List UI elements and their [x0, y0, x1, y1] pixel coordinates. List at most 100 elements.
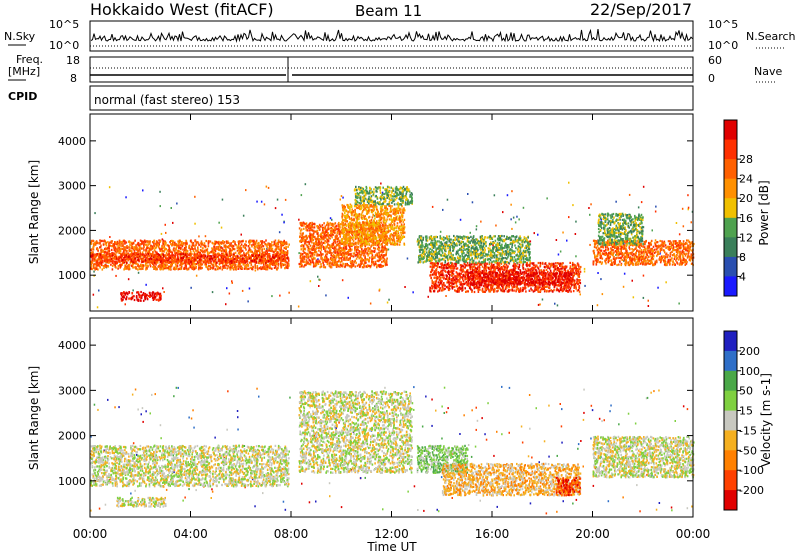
- data-cell: [316, 232, 319, 235]
- data-cell: [267, 260, 270, 263]
- data-cell: [309, 255, 312, 258]
- data-cell: [349, 260, 352, 263]
- data-cell: [389, 239, 391, 242]
- data-cell: [321, 259, 324, 262]
- data-cell: [218, 243, 221, 246]
- data-cell: [221, 241, 223, 244]
- data-cell: [381, 205, 384, 208]
- data-cell: [146, 265, 148, 268]
- data-cell: [103, 240, 105, 243]
- data-cell: [148, 261, 151, 264]
- data-cell: [111, 268, 114, 271]
- data-cell: [170, 250, 172, 253]
- data-cell: [554, 302, 556, 305]
- data-cell: [278, 245, 280, 248]
- data-cell: [381, 243, 383, 246]
- data-cell: [189, 248, 192, 251]
- data-cell: [329, 237, 331, 240]
- data-cell: [480, 220, 482, 223]
- data-cell: [385, 251, 388, 254]
- data-cell: [320, 240, 323, 244]
- data-cell: [237, 246, 240, 249]
- data-cell: [108, 243, 110, 246]
- data-cell: [186, 242, 188, 246]
- data-cell: [214, 257, 216, 260]
- data-cell: [329, 227, 331, 230]
- data-cell: [352, 255, 355, 258]
- data-cell: [364, 235, 367, 238]
- data-cell: [162, 287, 164, 290]
- data-cell: [95, 267, 98, 270]
- data-cell: [469, 231, 471, 234]
- data-cell: [282, 241, 284, 244]
- data-cell: [245, 248, 247, 251]
- data-cell: [137, 263, 139, 266]
- data-cell: [111, 251, 113, 255]
- data-cell: [135, 267, 138, 270]
- data-cell: [195, 249, 197, 252]
- data-cell: [134, 262, 137, 265]
- data-cell: [174, 248, 177, 251]
- data-cell: [150, 260, 152, 263]
- data-cell: [166, 263, 168, 266]
- data-cell: [365, 206, 368, 209]
- data-cell: [158, 294, 161, 298]
- data-cell: [114, 250, 117, 253]
- data-cell: [210, 255, 213, 258]
- data-cell: [103, 266, 105, 269]
- data-cell: [238, 242, 240, 245]
- data-cell: [309, 280, 312, 283]
- data-cell: [139, 247, 141, 250]
- data-cell: [600, 218, 602, 221]
- data-cell: [631, 279, 633, 282]
- data-cell: [286, 250, 289, 253]
- data-cell: [272, 260, 274, 264]
- data-cell: [190, 259, 193, 262]
- data-cell: [226, 267, 228, 270]
- data-cell: [386, 213, 388, 216]
- data-cell: [244, 265, 247, 268]
- data-cell: [358, 250, 360, 253]
- data-cell: [220, 242, 223, 245]
- data-cell: [215, 242, 218, 245]
- data-cell: [227, 240, 229, 243]
- data-cell: [153, 266, 155, 269]
- data-cell: [223, 250, 226, 253]
- data-cell: [385, 208, 387, 212]
- data-cell: [400, 208, 402, 211]
- data-cell: [160, 266, 163, 269]
- data-cell: [146, 257, 149, 260]
- data-cell: [311, 258, 314, 261]
- data-cell: [355, 261, 357, 264]
- data-cell: [115, 266, 117, 269]
- data-cell: [330, 254, 332, 257]
- data-cell: [136, 262, 138, 265]
- data-cell: [90, 242, 93, 245]
- data-cell: [379, 239, 381, 241]
- data-cell: [335, 224, 338, 227]
- data-cell: [305, 252, 307, 255]
- data-cell: [397, 206, 399, 209]
- data-cell: [239, 257, 241, 260]
- data-cell: [300, 194, 303, 197]
- data-cell: [245, 189, 247, 192]
- data-cell: [364, 250, 367, 253]
- data-cell: [446, 235, 448, 238]
- data-cell: [98, 255, 100, 258]
- data-cell: [100, 240, 103, 243]
- data-cell: [389, 241, 392, 244]
- data-cell: [256, 268, 259, 271]
- data-cell: [190, 239, 192, 242]
- data-cell: [94, 256, 97, 259]
- data-cell: [314, 242, 316, 245]
- data-cell: [319, 251, 322, 254]
- data-cell: [145, 268, 147, 271]
- data-cell: [132, 242, 135, 245]
- data-cell: [276, 242, 278, 245]
- data-cell: [120, 255, 122, 258]
- data-cell: [147, 243, 150, 246]
- nave-label: Nave: [754, 65, 782, 78]
- data-cell: [117, 265, 120, 268]
- data-cell: [309, 263, 312, 266]
- data-cell: [303, 224, 305, 227]
